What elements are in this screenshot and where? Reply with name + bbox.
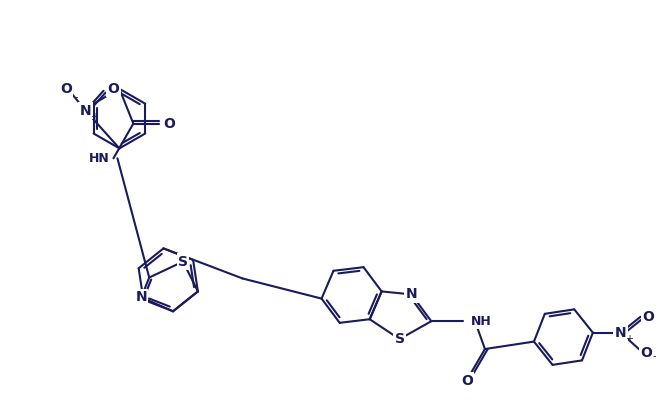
Text: N: N — [80, 104, 91, 118]
Text: S: S — [395, 332, 405, 346]
Text: O: O — [461, 374, 473, 388]
Text: -: - — [653, 351, 656, 361]
Text: O: O — [163, 117, 175, 131]
Text: O: O — [641, 346, 653, 360]
Text: O: O — [643, 310, 655, 324]
Text: +: + — [89, 112, 97, 122]
Text: HN: HN — [89, 152, 109, 165]
Text: N: N — [615, 325, 626, 339]
Text: O: O — [107, 82, 119, 96]
Text: -: - — [75, 92, 78, 102]
Text: N: N — [136, 290, 147, 304]
Text: N: N — [405, 288, 417, 302]
Text: +: + — [624, 334, 632, 344]
Text: S: S — [178, 255, 188, 269]
Text: O: O — [60, 82, 72, 96]
Text: NH: NH — [471, 315, 492, 328]
